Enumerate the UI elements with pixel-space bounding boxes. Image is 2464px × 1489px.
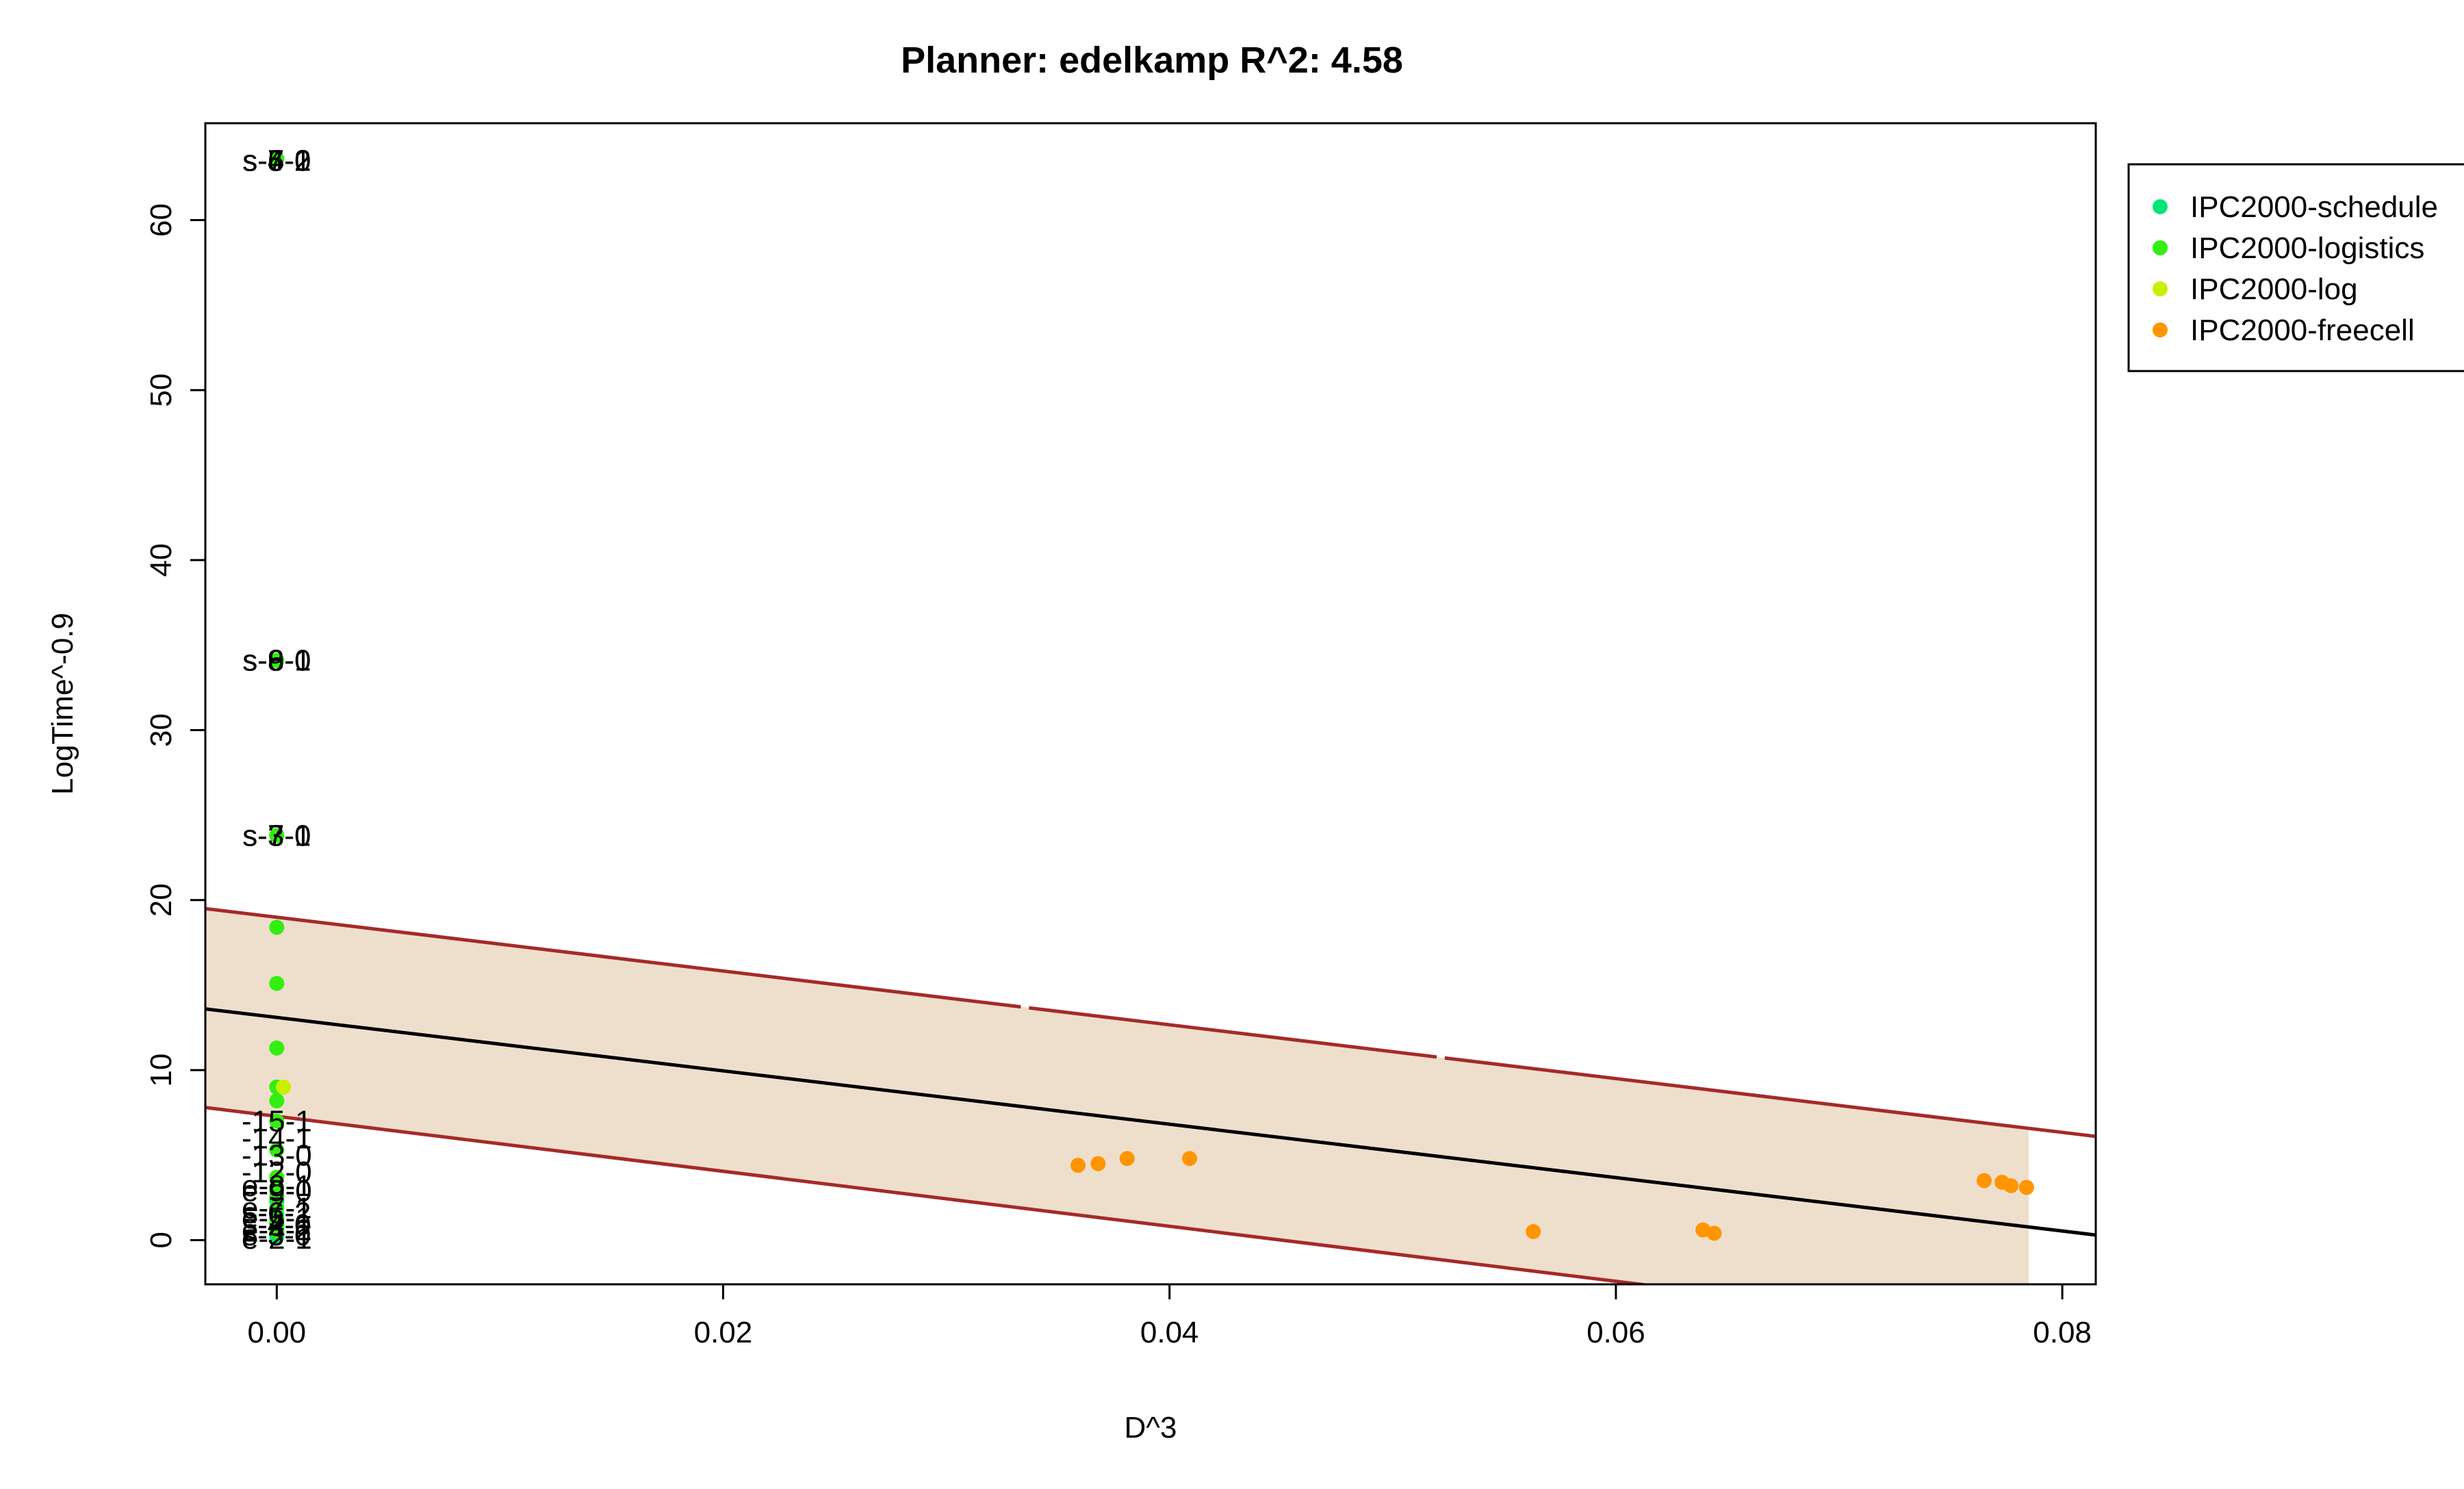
point-label: s-8-1 [242, 644, 311, 678]
point-label: e-9-0 [242, 1174, 312, 1208]
data-point [269, 652, 285, 668]
data-point [1976, 1173, 1992, 1188]
point-label: s-7-0 [242, 819, 311, 852]
band-fill [205, 908, 2029, 1284]
point-label: s-5-1 [242, 144, 311, 178]
point-label: s-3-0 [242, 1219, 311, 1252]
point-label: e-2-1 [242, 1222, 312, 1256]
fit-lines [205, 906, 2096, 1284]
data-point [269, 1113, 285, 1129]
legend-label: IPC2000-freecell [2190, 314, 2415, 347]
data-point [269, 1188, 285, 1204]
legend-marker [2153, 199, 2168, 214]
chart-title: Planner: edelkamp R^2: 4.58 [901, 40, 1403, 81]
point-label: s-7-2 [242, 144, 311, 178]
point-label: -13-0 [242, 1138, 312, 1172]
upper-band-line [205, 906, 2096, 1138]
point-label: -15-1 [242, 1105, 312, 1138]
confidence-band [205, 908, 2029, 1284]
point-label: s-4-0 [242, 1208, 311, 1242]
data-points [269, 151, 2034, 1245]
data-point [269, 1040, 285, 1056]
point-label: s-4-2 [242, 144, 311, 178]
point-label: e-8-1 [242, 1169, 312, 1203]
data-point [269, 151, 285, 167]
legend-marker [2153, 240, 2168, 255]
legend-label: IPC2000-logistics [2190, 231, 2424, 265]
data-point [269, 1093, 285, 1108]
data-point [1526, 1224, 1541, 1240]
y-tick-label: 20 [144, 883, 178, 917]
legend-marker [2153, 281, 2168, 296]
x-tick-label: 0.02 [694, 1316, 753, 1349]
y-tick-label: 60 [144, 203, 178, 237]
point-label: s-6-0 [242, 144, 311, 178]
point-labels: s-4-2s-5-1s-6-0s-7-2 s-8-1s-9-0s-6-1 s-7-0… [242, 144, 312, 1256]
point-label: e-5-1 [242, 1201, 312, 1235]
point-label: e-7-1 [242, 1191, 312, 1225]
point-label: e-4-2 [242, 1214, 312, 1247]
y-axis-label: LogTime^-0.9 [46, 613, 79, 795]
x-tick-label: 0.00 [248, 1316, 307, 1349]
data-point [269, 828, 285, 843]
x-axis: 0.00 0.02 0.04 0.06 0.08 [248, 1284, 2092, 1349]
legend-box [2127, 163, 2464, 372]
data-point [269, 1224, 285, 1240]
data-point [269, 1200, 285, 1216]
data-point [1119, 1151, 1135, 1167]
x-axis-label: D^3 [1125, 1411, 1177, 1445]
plot-frame [204, 122, 2097, 1286]
y-tick-label: 10 [144, 1054, 178, 1087]
lower-band-line [205, 1106, 1655, 1284]
point-label: s-9-0 [242, 644, 311, 678]
x-tick-label: 0.04 [1140, 1316, 1199, 1349]
y-tick-label: 40 [144, 544, 178, 577]
data-point [1182, 1151, 1198, 1167]
data-point [1070, 1158, 1086, 1173]
data-point [276, 1079, 292, 1095]
legend-label: IPC2000-log [2190, 272, 2358, 306]
fit-line [205, 1007, 2096, 1237]
point-label: s-6-1 [242, 644, 311, 678]
x-tick-label: 0.06 [1587, 1316, 1645, 1349]
data-point [269, 919, 285, 935]
data-point [1706, 1225, 1722, 1241]
y-tick-label: 0 [144, 1232, 178, 1248]
point-label: s-3-1 [242, 819, 311, 852]
point-label: -14-1 [242, 1121, 312, 1155]
point-label: s-6-2 [242, 1197, 311, 1230]
legend-marker [2153, 322, 2168, 338]
point-label: -12-0 [242, 1156, 312, 1189]
y-tick-label: 50 [144, 373, 178, 407]
y-tick-label: 30 [144, 713, 178, 747]
data-point [269, 1142, 285, 1158]
legend: IPC2000-schedule IPC2000-logistics IPC2000… [2127, 163, 2464, 372]
legend-label: IPC2000-schedule [2190, 190, 2438, 224]
data-point [2018, 1180, 2034, 1195]
y-axis: 0 10 20 30 40 50 60 [144, 203, 205, 1249]
data-point [2003, 1178, 2019, 1193]
x-tick-label: 0.08 [2033, 1316, 2092, 1349]
data-point [269, 976, 285, 991]
data-point [1090, 1156, 1106, 1171]
